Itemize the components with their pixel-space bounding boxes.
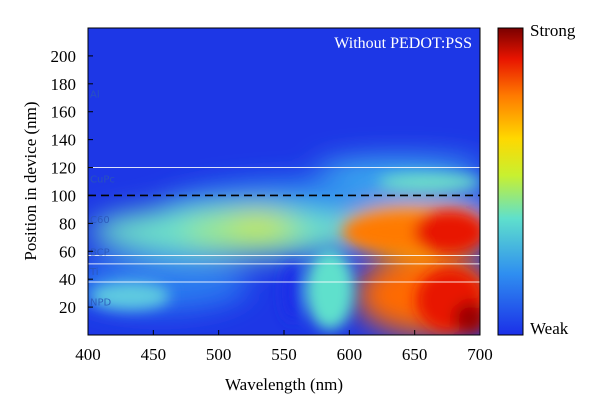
y-tick-label: 160 [51,103,77,122]
y-tick-label: 20 [59,298,76,317]
x-tick-label: 550 [271,345,297,364]
y-tick-label: 80 [59,214,76,233]
intensity-blobs-detail [90,173,480,334]
layer-label: CuPc [90,175,115,186]
blob-cyan-top [378,173,480,191]
colorbar-gradient [497,27,524,336]
heatmap-plot-area: Al CuPc C60 BCP Ti NPD Without PEDOT:PSS [87,27,481,336]
y-tick-label: 140 [51,131,77,150]
x-tick-label: 400 [75,345,101,364]
blob-darkred [454,302,480,334]
blob-blue-notch [282,262,302,322]
y-axis-title: Position in device (nm) [21,101,40,260]
x-tick-label: 500 [206,345,232,364]
y-tick-label: 200 [51,47,77,66]
blob-cyan-lower [90,282,170,310]
layer-label: Ti [89,267,99,278]
layer-label: Al [90,90,100,101]
x-tick-label: 600 [337,345,363,364]
x-tick-label: 650 [402,345,428,364]
layer-label: C60 [90,215,110,226]
panel-title: Without PEDOT:PSS [334,35,472,52]
colorbar: Strong Weak [497,21,576,338]
layer-label: BCP [90,247,110,258]
layer-boundaries [88,167,480,283]
blob-cyan-branch [306,250,354,330]
y-tick-label: 40 [59,270,76,289]
intensity-field [88,28,480,335]
layer-labels: Al CuPc C60 BCP Ti NPD [89,90,115,309]
layer-label: NPD [90,298,112,309]
blob-red-mid [414,210,480,254]
x-axis-title: Wavelength (nm) [225,375,343,394]
x-tick-label: 700 [467,345,493,364]
x-axis: 400 450 500 550 600 650 700 [75,330,493,364]
y-axis: 20 40 60 80 100 120 140 160 180 200 [51,47,93,317]
colorbar-max-label: Strong [530,21,576,40]
blob-yellowgreen [228,211,288,239]
colorbar-min-label: Weak [530,319,569,338]
y-tick-label: 120 [51,159,77,178]
y-tick-label: 60 [59,242,76,261]
y-tick-label: 180 [51,75,77,94]
y-tick-label: 100 [51,186,77,205]
x-tick-label: 450 [141,345,167,364]
